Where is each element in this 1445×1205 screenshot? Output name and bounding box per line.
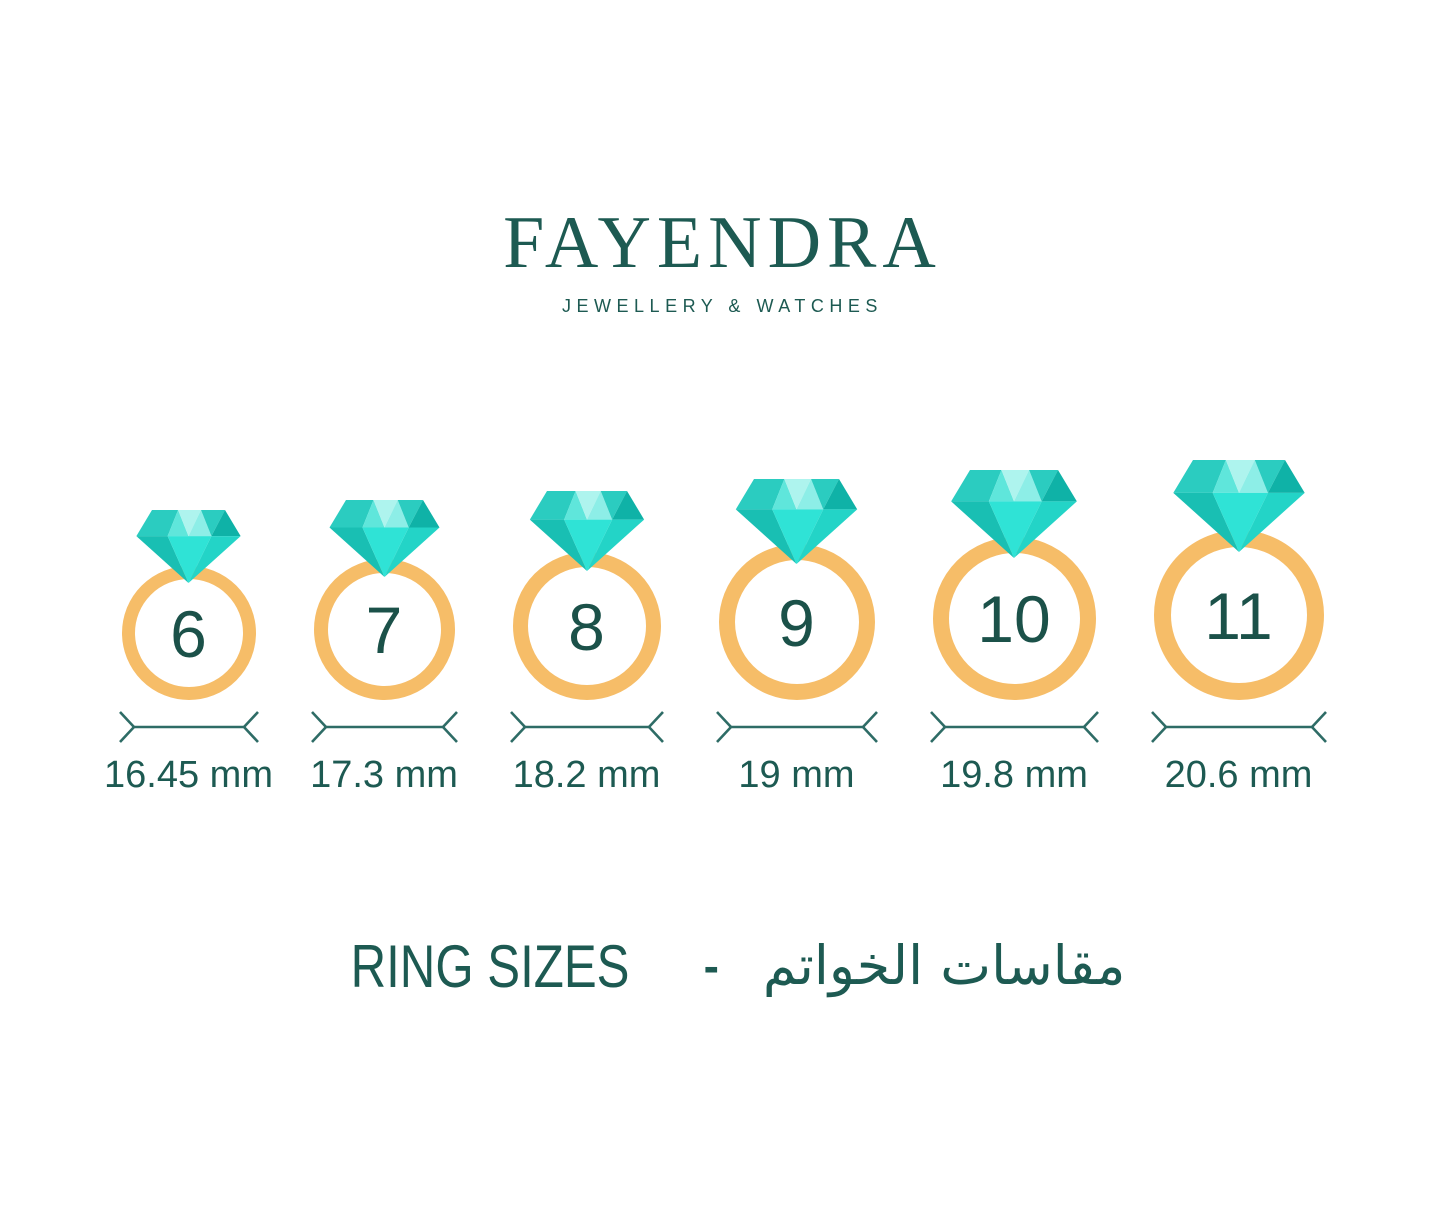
ring-diameter-label: 19 mm	[738, 753, 855, 796]
diamond-icon	[136, 509, 241, 583]
chart-title-ar: مقاسات الخواتم	[762, 934, 1126, 998]
brand-header: FAYENDRA JEWELLERY & WATCHES	[0, 0, 1445, 317]
ring-diameter-label: 17.3 mm	[310, 753, 458, 796]
measure-arrow-icon	[118, 710, 259, 743]
ring-band: 9	[718, 543, 875, 700]
ring-size-number: 9	[778, 585, 815, 660]
diamond-icon	[329, 499, 439, 577]
ring-item: 7 17.3 mm	[310, 450, 458, 800]
ring-figure: 9	[718, 450, 875, 700]
measure-arrow-icon	[310, 710, 458, 743]
ring-figure: 7	[313, 450, 455, 700]
measure-arrow-icon	[1150, 710, 1327, 743]
diamond-icon	[735, 478, 858, 564]
measure-arrow-icon	[509, 710, 664, 743]
chart-title-separator: -	[703, 940, 719, 993]
ring-figure: 6	[121, 450, 256, 700]
ring-diameter-label: 16.45 mm	[104, 753, 273, 796]
ring-item: 8 18.2 mm	[509, 450, 664, 800]
ring-item: 9 19 mm	[715, 450, 878, 800]
ring-size-number: 7	[365, 593, 403, 668]
rings-row: 6 16.45 mm 7	[0, 450, 1445, 800]
ring-size-number: 8	[568, 589, 605, 664]
diamond-icon	[1172, 459, 1305, 552]
brand-tagline: JEWELLERY & WATCHES	[562, 295, 883, 316]
chart-title: RING SIZES - مقاسات الخواتم	[0, 932, 1445, 1001]
diamond-icon	[951, 469, 1077, 558]
ring-figure: 10	[932, 450, 1096, 700]
ring-diameter-label: 19.8 mm	[940, 753, 1088, 796]
ring-item: 11 20.6 mm	[1150, 450, 1327, 800]
chart-title-en: RING SIZES	[350, 932, 629, 1000]
ring-band: 11	[1153, 529, 1324, 700]
ring-band: 8	[512, 551, 661, 700]
ring-size-number: 10	[977, 582, 1051, 657]
diamond-icon	[529, 490, 644, 571]
ring-diameter-label: 20.6 mm	[1164, 753, 1313, 796]
ring-diameter-label: 18.2 mm	[512, 753, 661, 796]
ring-size-number: 11	[1204, 578, 1273, 653]
ring-band: 10	[932, 536, 1096, 700]
ring-band: 6	[121, 565, 256, 700]
ring-size-number: 6	[170, 596, 207, 671]
measure-arrow-icon	[715, 710, 878, 743]
ring-item: 10 19.8 mm	[929, 450, 1099, 800]
ring-figure: 11	[1153, 450, 1324, 700]
ring-figure: 8	[512, 450, 661, 700]
ring-band: 7	[313, 558, 455, 700]
ring-item: 6 16.45 mm	[104, 450, 273, 800]
brand-logo: FAYENDRA	[503, 202, 942, 284]
measure-arrow-icon	[929, 710, 1099, 743]
